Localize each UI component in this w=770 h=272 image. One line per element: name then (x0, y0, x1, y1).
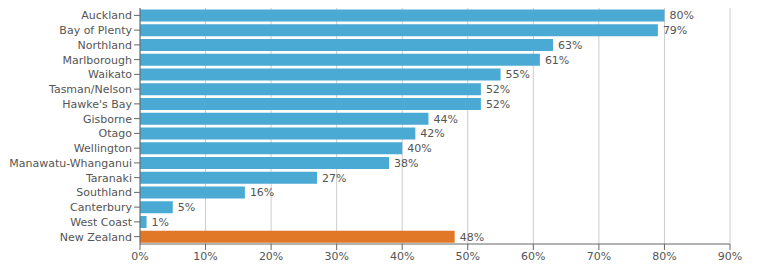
svg-text:Southland: Southland (76, 186, 132, 199)
svg-text:44%: 44% (433, 113, 457, 126)
svg-text:90%: 90% (718, 250, 742, 263)
svg-text:63%: 63% (558, 39, 582, 52)
svg-text:16%: 16% (250, 186, 274, 199)
svg-text:Gisborne: Gisborne (83, 113, 132, 126)
svg-text:27%: 27% (322, 172, 346, 185)
svg-text:42%: 42% (420, 127, 444, 140)
svg-text:Otago: Otago (99, 127, 133, 140)
svg-text:48%: 48% (460, 231, 484, 244)
svg-text:20%: 20% (259, 250, 283, 263)
svg-text:1%: 1% (152, 216, 169, 229)
svg-text:Marlborough: Marlborough (63, 54, 132, 67)
svg-text:52%: 52% (486, 83, 510, 96)
svg-text:79%: 79% (663, 24, 687, 37)
svg-text:50%: 50% (456, 250, 480, 263)
svg-text:Canterbury: Canterbury (70, 201, 132, 214)
svg-text:70%: 70% (587, 250, 611, 263)
svg-text:Manawatu-Whanganui: Manawatu-Whanganui (9, 157, 132, 170)
svg-text:Hawke's Bay: Hawke's Bay (62, 98, 132, 111)
svg-text:Taranaki: Taranaki (85, 172, 132, 185)
svg-text:Bay of Plenty: Bay of Plenty (59, 24, 132, 37)
svg-text:52%: 52% (486, 98, 510, 111)
svg-text:38%: 38% (394, 157, 418, 170)
svg-text:80%: 80% (652, 250, 676, 263)
svg-text:40%: 40% (407, 142, 431, 155)
svg-text:30%: 30% (324, 250, 348, 263)
svg-text:West Coast: West Coast (70, 216, 132, 229)
svg-text:5%: 5% (178, 201, 195, 214)
svg-text:Tasman/Nelson: Tasman/Nelson (48, 83, 132, 96)
svg-text:Waikato: Waikato (88, 68, 132, 81)
svg-text:80%: 80% (669, 9, 693, 22)
svg-text:61%: 61% (545, 54, 569, 67)
svg-text:Wellington: Wellington (74, 142, 132, 155)
svg-text:40%: 40% (390, 250, 414, 263)
svg-text:Auckland: Auckland (81, 9, 132, 22)
svg-text:Northland: Northland (77, 39, 132, 52)
svg-text:10%: 10% (193, 250, 217, 263)
svg-text:55%: 55% (506, 68, 530, 81)
svg-text:New Zealand: New Zealand (60, 231, 132, 244)
svg-text:60%: 60% (521, 250, 545, 263)
svg-text:0%: 0% (131, 250, 148, 263)
